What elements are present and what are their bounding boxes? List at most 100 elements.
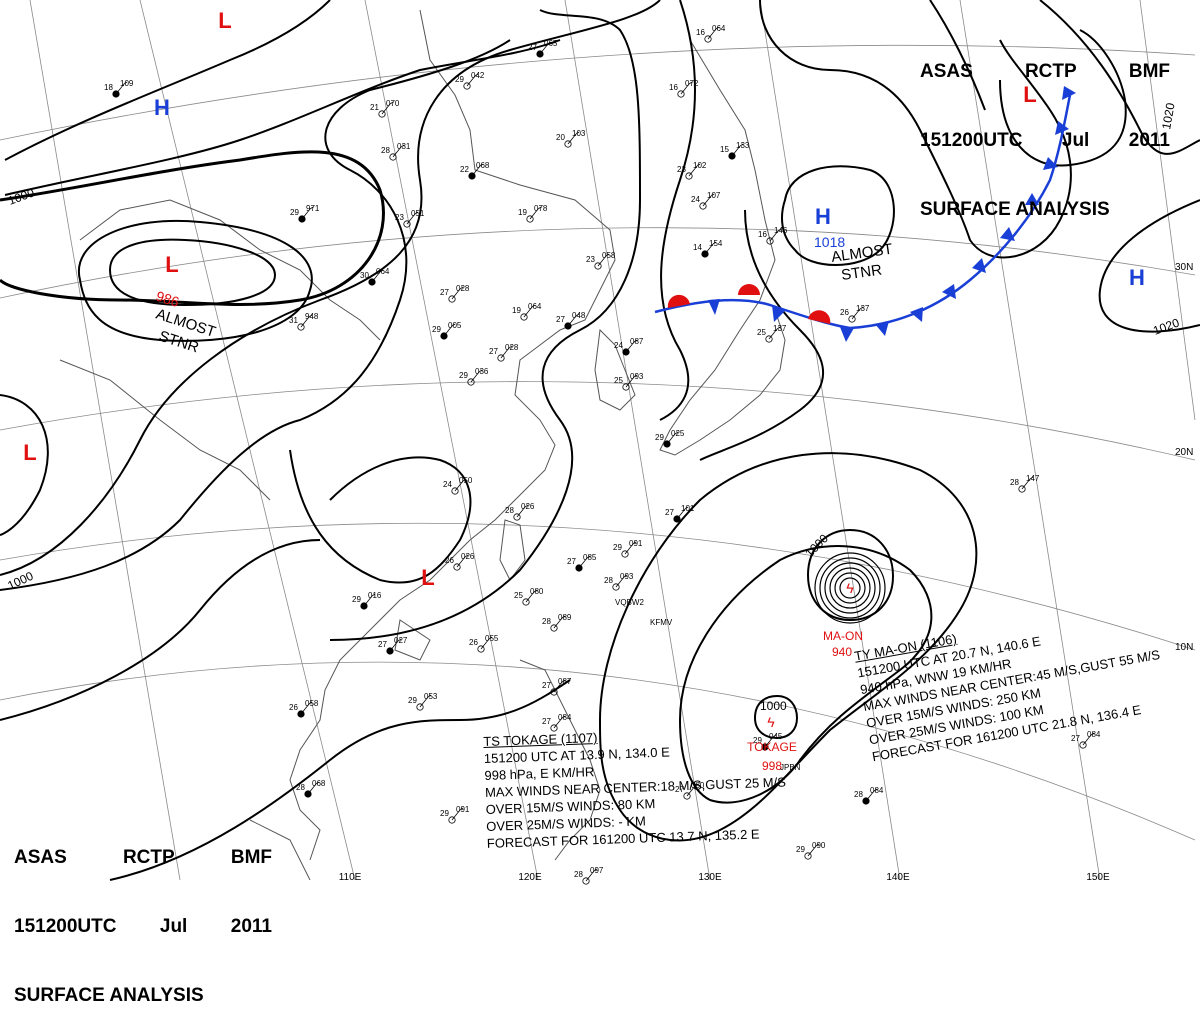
axis-labels: 110E 120E 130E 140E 150E 30N 20N 10N: [339, 262, 1194, 883]
isobar-high-1018: [781, 165, 895, 266]
station-pressure: 084: [558, 713, 572, 722]
grid-latitude-40n: [0, 44, 1196, 141]
station-plot: 27 084: [1071, 730, 1101, 749]
wind-barb: [363, 593, 376, 607]
station-circle: [403, 220, 411, 228]
station-plot: 28 097: [574, 866, 604, 885]
cold-front-triangle: [942, 284, 956, 299]
station-plot: 27 027: [378, 636, 408, 655]
station-plot: 27 028: [489, 343, 519, 362]
station-temperature: 29: [440, 809, 449, 818]
station-pressure: 146: [774, 226, 788, 235]
station-circle: [451, 487, 459, 495]
station-plot: 25 080: [514, 587, 544, 606]
header-month: Jul: [1061, 130, 1090, 151]
station-plot: 14 154: [693, 239, 723, 258]
station-circle: [477, 645, 485, 653]
coastline-taiwan: [499, 519, 526, 581]
station-pressure: 948: [305, 312, 319, 321]
header-bulletin: BMF: [1128, 61, 1170, 82]
storm-labels: ϟ MA-ON 940 ϟ TOKAGE 998: [747, 580, 863, 773]
isobar-low-south-china: [289, 449, 472, 584]
storm-name: MA-ON: [823, 629, 863, 643]
low-pressure-label: L: [421, 565, 434, 590]
isobar-japan-west: [659, 0, 696, 421]
wind-barb: [451, 807, 464, 821]
station-circle: [685, 172, 693, 180]
station-plot: 31 948: [289, 312, 319, 331]
station-pressure: 016: [368, 591, 382, 600]
station-temperature: 22: [460, 165, 469, 174]
station-temperature: 30: [360, 271, 369, 280]
grid-longitude-150e: [959, 0, 1101, 881]
isobar-typhoon-1000: [806, 528, 895, 622]
station-temperature: 24: [443, 480, 452, 489]
station-temperature: 29: [613, 543, 622, 552]
isobar-south: [109, 679, 571, 881]
station-pressure: 058: [305, 699, 319, 708]
station-temperature: 27: [378, 640, 387, 649]
station-temperature: 29: [455, 75, 464, 84]
station-pressure: 087: [558, 677, 572, 686]
station-circle: [550, 624, 558, 632]
station-circle: [522, 598, 530, 606]
station-circle: [297, 323, 305, 331]
station-plot: 23 058: [586, 251, 616, 270]
wind-barb: [300, 314, 313, 328]
header-top: ASAS RCTP BMF 151200UTC Jul 2011 SURFACE…: [920, 14, 1170, 244]
border-west: [59, 359, 271, 501]
cold-front-triangle: [1000, 227, 1015, 241]
station-pressure: 090: [812, 841, 826, 850]
station-pressure: 147: [1026, 474, 1040, 483]
grid-longitude-100e: [29, 0, 181, 881]
station-plot: 29 091: [613, 539, 643, 558]
station-temperature: 24: [614, 341, 623, 350]
station-circle: [594, 262, 602, 270]
station-temperature: 28: [296, 783, 305, 792]
pressure-centers: H H 1018 H L L 986 L L L: [23, 8, 1145, 590]
station-circle: [699, 202, 707, 210]
wind-barb: [680, 81, 693, 95]
border-north: [79, 199, 381, 341]
station-temperature: 27: [1071, 734, 1080, 743]
station-plot: 26 058: [289, 699, 319, 718]
header-time: 151200UTC: [14, 916, 117, 937]
station-pressure: 072: [685, 79, 699, 88]
coastline-philippines: [519, 659, 601, 861]
station-circle: [1079, 741, 1087, 749]
station-plot: 29 091: [440, 805, 470, 824]
station-pressure: 025: [671, 429, 685, 438]
station-pressure: 107: [707, 191, 721, 200]
isobar-value: 1020: [1159, 101, 1177, 130]
surface-analysis-map: 27 065 16 064 29 042 18 109 21 070 28 031 22 068 20 103…: [0, 0, 1200, 885]
low-pressure-label: L: [218, 8, 231, 33]
station-plot: 28 089: [542, 613, 572, 632]
station-pressure: 109: [120, 79, 134, 88]
station-circle: [550, 724, 558, 732]
station-temperature: 29: [459, 371, 468, 380]
station-pressure: 078: [534, 204, 548, 213]
wind-barb: [539, 41, 552, 55]
high-pressure-label: H: [1129, 265, 1145, 290]
station-temperature: 26: [289, 703, 298, 712]
stationary-front: [654, 86, 1076, 342]
station-plots: 27 065 16 064 29 042 18 109 21 070 28 031 22 068 20 103…: [104, 24, 1101, 885]
wind-barb: [578, 555, 591, 569]
station-plot: 16 064: [696, 24, 726, 43]
station-temperature: 29: [432, 325, 441, 334]
wind-barb: [851, 306, 864, 320]
storm-name: TOKAGE: [747, 740, 797, 754]
latitude-label: 30N: [1175, 262, 1193, 273]
station-temperature: 19: [518, 208, 527, 217]
station-plot: 21 070: [370, 99, 400, 118]
wind-barb: [456, 554, 469, 568]
station-temperature: 28: [854, 790, 863, 799]
station-temperature: 23: [395, 213, 404, 222]
station-plot: 29 053: [408, 692, 438, 711]
station-circle: [416, 703, 424, 711]
wind-barb: [585, 868, 598, 882]
station-plot: 29 036: [459, 367, 489, 386]
station-temperature: 27: [675, 785, 684, 794]
grid-latitude-10n: [0, 522, 1196, 651]
station-pressure: 026: [461, 552, 475, 561]
